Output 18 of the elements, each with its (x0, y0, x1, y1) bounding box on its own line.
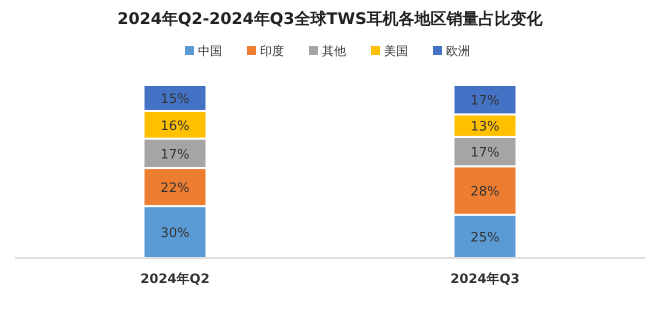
chart-title: 2024年Q2-2024年Q3全球TWS耳机各地区销量占比变化 (117, 9, 544, 28)
data-label: 25% (470, 230, 500, 246)
data-label: 28% (470, 184, 500, 200)
data-label: 17% (470, 146, 500, 161)
x-tick-label: 2024年Q2 (140, 272, 210, 287)
data-label: 17% (470, 94, 500, 109)
data-label: 16% (160, 118, 190, 134)
legend-label: 其他 (322, 44, 346, 58)
legend-label: 美国 (384, 44, 408, 58)
data-label: 13% (470, 120, 500, 135)
data-label: 30% (160, 226, 190, 242)
data-label: 22% (160, 181, 190, 196)
data-label: 15% (160, 92, 190, 107)
legend-label: 中国 (198, 44, 222, 58)
x-tick-label: 2024年Q3 (450, 272, 520, 287)
legend-label: 欧洲 (446, 44, 470, 58)
data-label: 17% (160, 147, 190, 162)
legend-label: 印度 (260, 44, 284, 58)
